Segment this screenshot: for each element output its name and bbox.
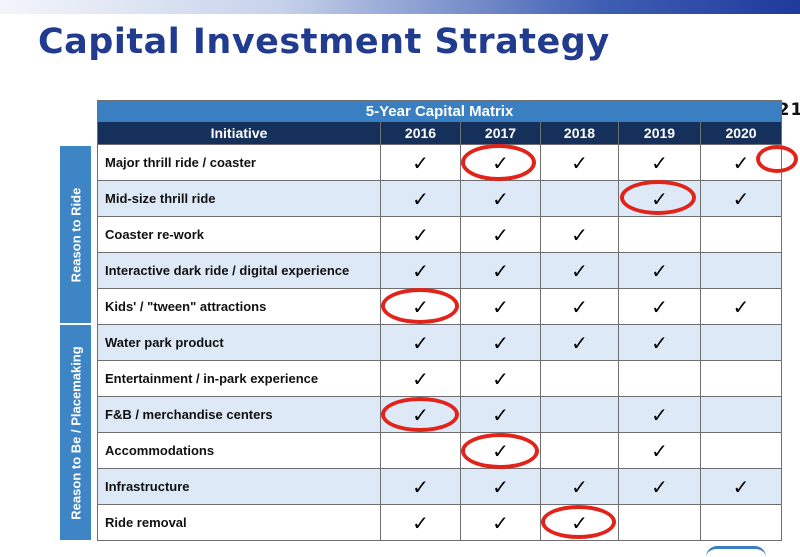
matrix-row: Water park product ✓ ✓ ✓ ✓ <box>97 324 783 361</box>
initiative-name: F&B / merchandise centers <box>97 396 381 433</box>
year-column-header: 2017 <box>460 121 541 145</box>
matrix-row: Major thrill ride / coaster ✓ ✓ ✓ ✓ ✓ <box>97 144 783 181</box>
empty-cell <box>699 216 783 253</box>
footer-logo-fragment <box>706 546 766 557</box>
header-gradient-bar <box>0 0 800 14</box>
checkmark-icon: ✓ <box>618 468 701 505</box>
checkmark-icon: ✓ <box>699 288 783 325</box>
initiative-name: Ride removal <box>97 504 381 541</box>
initiative-column-header: Initiative <box>97 121 381 145</box>
checkmark-icon: ✓ <box>540 324 619 361</box>
checkmark-icon: ✓ <box>380 180 461 217</box>
checkmark-icon: ✓ <box>380 324 461 361</box>
checkmark-icon: ✓ <box>540 252 619 289</box>
highlight-circle <box>461 433 539 469</box>
checkmark-icon: ✓ <box>460 252 541 289</box>
checkmark-icon: ✓ <box>460 504 541 541</box>
year-column-header: 2018 <box>540 121 619 145</box>
empty-cell <box>618 360 701 397</box>
checkmark-icon: ✓ <box>699 468 783 505</box>
highlight-circle <box>541 505 616 539</box>
year-column-header: 2019 <box>618 121 701 145</box>
group-label-reason-to-ride: Reason to Ride <box>59 145 92 324</box>
initiative-name: Water park product <box>97 324 381 361</box>
checkmark-icon: ✓ <box>380 144 461 181</box>
highlight-circle <box>381 288 459 324</box>
checkmark-icon: ✓ <box>540 144 619 181</box>
checkmark-icon: ✓ <box>460 396 541 433</box>
checkmark-icon: ✓ <box>460 180 541 217</box>
group-label-placemaking: Reason to Be / Placemaking <box>59 324 92 541</box>
empty-cell <box>540 396 619 433</box>
empty-cell <box>699 360 783 397</box>
matrix-row: Accommodations ✓ ✓ <box>97 432 783 469</box>
initiative-name: Infrastructure <box>97 468 381 505</box>
checkmark-icon: ✓ <box>699 180 783 217</box>
checkmark-icon: ✓ <box>380 504 461 541</box>
checkmark-icon: ✓ <box>540 288 619 325</box>
matrix-row: Infrastructure ✓ ✓ ✓ ✓ ✓ <box>97 468 783 505</box>
empty-cell <box>540 180 619 217</box>
empty-cell <box>699 504 783 541</box>
checkmark-icon: ✓ <box>618 144 701 181</box>
empty-cell <box>380 432 461 469</box>
empty-cell <box>699 252 783 289</box>
checkmark-icon: ✓ <box>618 396 701 433</box>
initiative-name: Accommodations <box>97 432 381 469</box>
highlight-circle <box>756 145 798 173</box>
slide-title: Capital Investment Strategy <box>38 22 610 62</box>
matrix-row: Coaster re-work ✓ ✓ ✓ <box>97 216 783 253</box>
checkmark-icon: ✓ <box>380 468 461 505</box>
checkmark-icon: ✓ <box>540 216 619 253</box>
empty-cell <box>699 396 783 433</box>
checkmark-icon: ✓ <box>618 324 701 361</box>
checkmark-icon: ✓ <box>380 216 461 253</box>
highlight-circle <box>461 144 536 181</box>
checkmark-icon: ✓ <box>380 252 461 289</box>
highlight-circle <box>381 397 459 432</box>
year-column-header: 2016 <box>380 121 461 145</box>
year-column-header: 2020 <box>699 121 783 145</box>
group-label-text: Reason to Ride <box>68 187 83 282</box>
checkmark-icon: ✓ <box>460 324 541 361</box>
initiative-name: Coaster re-work <box>97 216 381 253</box>
checkmark-icon: ✓ <box>540 468 619 505</box>
matrix-row: Interactive dark ride / digital experien… <box>97 252 783 289</box>
initiative-name: Entertainment / in-park experience <box>97 360 381 397</box>
empty-cell <box>618 504 701 541</box>
checkmark-icon: ✓ <box>460 360 541 397</box>
initiative-name: Major thrill ride / coaster <box>97 144 381 181</box>
empty-cell <box>618 216 701 253</box>
empty-cell <box>540 432 619 469</box>
initiative-name: Mid-size thrill ride <box>97 180 381 217</box>
empty-cell <box>540 360 619 397</box>
checkmark-icon: ✓ <box>618 288 701 325</box>
checkmark-icon: ✓ <box>460 216 541 253</box>
checkmark-icon: ✓ <box>460 468 541 505</box>
checkmark-icon: ✓ <box>618 432 701 469</box>
checkmark-icon: ✓ <box>460 288 541 325</box>
initiative-name: Interactive dark ride / digital experien… <box>97 252 381 289</box>
checkmark-icon: ✓ <box>618 252 701 289</box>
matrix-row: Entertainment / in-park experience ✓ ✓ <box>97 360 783 397</box>
initiative-name: Kids' / "tween" attractions <box>97 288 381 325</box>
group-label-text: Reason to Be / Placemaking <box>68 345 83 520</box>
matrix-caption: 5-Year Capital Matrix <box>96 100 783 122</box>
checkmark-icon: ✓ <box>380 360 461 397</box>
matrix-row: Ride removal ✓ ✓ ✓ <box>97 504 783 541</box>
empty-cell <box>699 432 783 469</box>
highlight-circle <box>620 180 696 215</box>
empty-cell <box>699 324 783 361</box>
